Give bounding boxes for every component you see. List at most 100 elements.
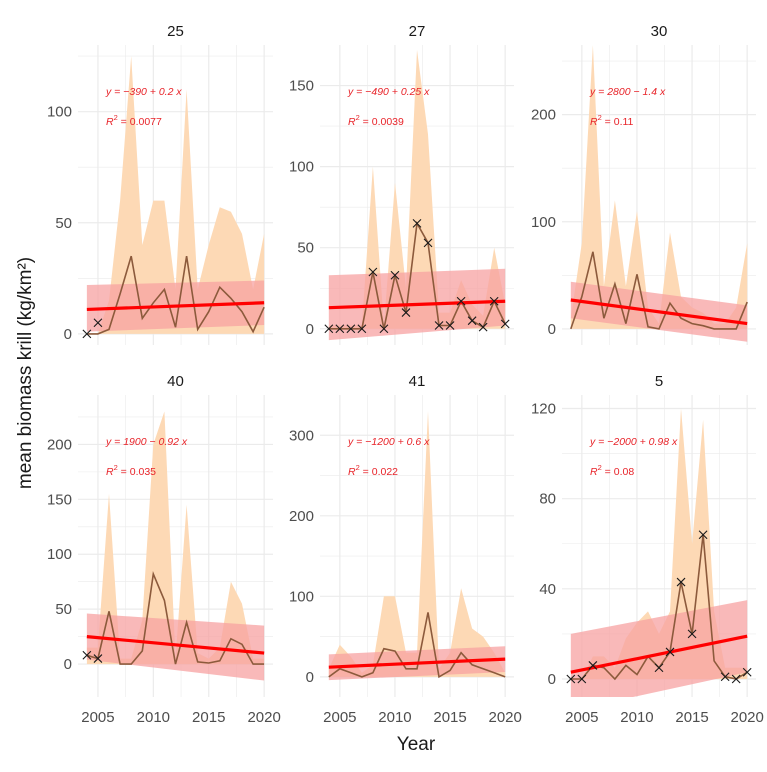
panel-40: 0 50 100 150 200 2005 2010 2015 2020 40 y = 1900 −…: [47, 373, 281, 726]
data-point-marker: [412, 218, 422, 228]
data-point-marker: [423, 238, 433, 248]
panel-plot-area: [570, 45, 748, 342]
r-squared-symbol: R: [590, 116, 598, 128]
x-axis-title: Year: [397, 734, 436, 755]
x-tick-label: 2010: [378, 709, 411, 726]
x-tick-label: 2020: [730, 709, 763, 726]
r-squared-symbol: R: [106, 116, 114, 128]
panel-5: 0 40 80 120 2005 2010 2015 2020 5 y = −2000 + 0.9…: [531, 373, 764, 726]
data-point-marker: [489, 296, 499, 306]
r-squared: R2 = 0.0077: [106, 113, 162, 128]
r-squared-exponent: 2: [114, 113, 118, 122]
regression-equation: y = −390 + 0.2 x: [105, 86, 182, 98]
data-point-marker: [346, 324, 356, 334]
regression-equation: y = −490 + 0.25 x: [347, 86, 430, 98]
r-squared-symbol: R: [106, 466, 114, 478]
data-point-marker: [434, 321, 444, 330]
panel-title: 41: [409, 373, 426, 390]
x-tick-label: 2005: [565, 709, 598, 726]
r-squared-exponent: 2: [356, 113, 360, 122]
range-ribbon: [328, 411, 506, 677]
y-tick-label: 0: [64, 326, 72, 343]
data-point-marker: [82, 650, 92, 660]
panel-plot-area: [82, 56, 265, 339]
r-squared-value: = 0.08: [602, 466, 635, 478]
data-point-marker: [357, 324, 367, 334]
r-squared: R2 = 0.035: [106, 463, 156, 478]
range-ribbon: [86, 56, 265, 334]
data-point-marker: [731, 674, 741, 684]
y-tick-label: 200: [531, 107, 556, 124]
r-squared: R2 = 0.022: [348, 463, 398, 478]
y-tick-label: 300: [289, 427, 314, 444]
panel-plot-area: [324, 49, 510, 341]
y-tick-label: 40: [539, 581, 556, 598]
data-point-marker: [335, 324, 345, 334]
trend-line: [570, 634, 748, 674]
y-tick-label: 100: [531, 214, 556, 231]
data-point-marker: [577, 674, 587, 684]
data-point-marker: [478, 322, 488, 332]
r-squared-value: = 0.035: [118, 466, 156, 478]
y-tick-label: 0: [548, 671, 556, 688]
data-point-marker: [368, 267, 378, 277]
regression-equation: y = −2000 + 0.98 x: [589, 436, 678, 448]
x-tick-label: 2020: [488, 709, 521, 726]
y-tick-label: 150: [289, 78, 314, 95]
r-squared: R2 = 0.0039: [348, 113, 404, 128]
data-point-marker: [500, 319, 510, 329]
data-point-marker: [379, 324, 389, 334]
y-tick-label: 0: [548, 321, 556, 338]
y-tick-label: 100: [47, 104, 72, 121]
trend-line: [570, 298, 748, 326]
data-point-marker: [566, 674, 576, 684]
data-point-marker: [467, 316, 477, 326]
panel-plot-area: [328, 411, 506, 681]
x-tick-label: 2015: [675, 709, 708, 726]
y-tick-label: 0: [306, 669, 314, 686]
trend-line: [328, 657, 506, 669]
range-ribbon: [328, 49, 506, 329]
trend-line: [86, 301, 265, 312]
r-squared-value: = 0.0039: [360, 116, 404, 128]
regression-equation: y = 2800 − 1.4 x: [589, 86, 666, 98]
x-tick-label: 2010: [137, 709, 170, 726]
r-squared-symbol: R: [348, 116, 356, 128]
data-point-marker: [93, 654, 103, 663]
y-tick-label: 100: [289, 159, 314, 176]
mean-line: [328, 612, 506, 679]
y-tick-label: 0: [306, 321, 314, 338]
x-tick-label: 2015: [433, 709, 466, 726]
data-point-marker: [742, 667, 752, 677]
x-tick-label: 2010: [620, 709, 653, 726]
r-squared-symbol: R: [348, 466, 356, 478]
mean-line: [86, 571, 265, 665]
r-squared-exponent: 2: [598, 113, 602, 122]
confidence-band: [570, 600, 748, 697]
panel-title: 25: [167, 23, 184, 40]
data-point-marker: [93, 318, 103, 328]
panel-title: 30: [651, 23, 668, 40]
data-point-marker: [588, 661, 598, 670]
data-point-marker: [698, 530, 708, 540]
data-point-marker: [456, 296, 466, 306]
trend-line: [86, 635, 265, 655]
data-point-marker: [390, 270, 400, 280]
r-squared: R2 = 0.08: [590, 463, 634, 478]
panel-41: 0 100 200 300 2005 2010 2015 2020 41 y = −1200 + …: [289, 373, 522, 726]
panel-30: 0 100 200 30 y = 2800 − 1.4 x R2 = 0.11: [531, 23, 756, 345]
data-point-marker: [82, 329, 92, 339]
r-squared-exponent: 2: [356, 463, 360, 472]
data-point-marker: [324, 324, 334, 334]
y-tick-label: 50: [55, 601, 72, 618]
y-tick-label: 80: [539, 491, 556, 508]
x-tick-label: 2020: [247, 709, 280, 726]
panel-title: 5: [655, 373, 663, 390]
y-tick-label: 50: [55, 215, 72, 232]
panel-plot-area: [82, 411, 265, 681]
mean-line: [570, 251, 748, 330]
panel-title: 40: [167, 373, 184, 390]
trend-line: [328, 299, 506, 310]
